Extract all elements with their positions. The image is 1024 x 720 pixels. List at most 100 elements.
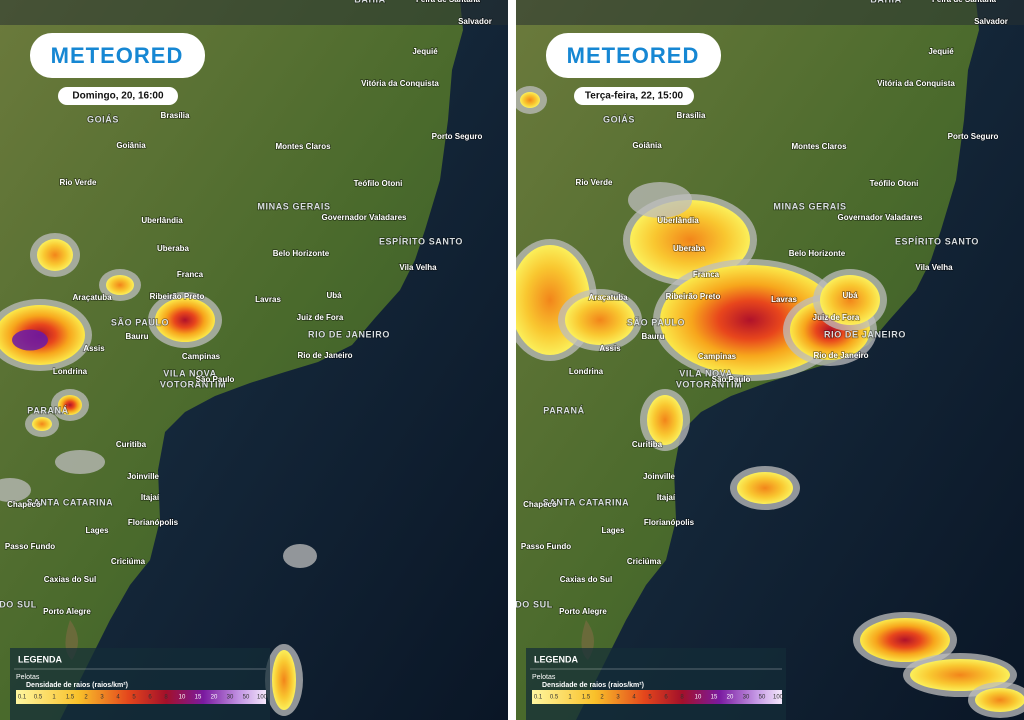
legend-scale-label: 6 — [148, 695, 152, 701]
legend-scale-label: 30 — [227, 695, 234, 701]
region-label: BAHIA — [354, 0, 386, 4]
region-label: VOTORANTIM — [160, 379, 226, 389]
date-pill — [58, 87, 178, 105]
legend-scale-label: 0.1 — [18, 695, 27, 701]
city-label: Governador Valadares — [838, 213, 923, 222]
city-label: Joinville — [127, 472, 160, 481]
legend-scale-label: 30 — [743, 695, 750, 701]
legend-scale — [16, 690, 266, 704]
legend-scale-label: 1 — [52, 695, 56, 701]
city-label: Uberlândia — [657, 216, 699, 225]
city-label: Florianópolis — [128, 518, 179, 527]
city-label: Florianópolis — [644, 518, 695, 527]
storm-cell — [737, 472, 793, 504]
city-label: Uberaba — [673, 244, 706, 253]
legend-scale-label: 5 — [648, 695, 652, 701]
logo: METEORED — [51, 43, 184, 68]
city-label: Criciúma — [627, 557, 662, 566]
region-label: SÃO PAULO — [111, 317, 169, 327]
city-label: Franca — [177, 270, 204, 279]
region-label: DO SUL — [515, 599, 553, 609]
city-label: Montes Claros — [791, 142, 847, 151]
region-label: RIO DE JANEIRO — [308, 329, 390, 339]
city-label: São Paulo — [196, 375, 235, 384]
storm-halo — [55, 450, 105, 474]
city-label: Chapecó — [523, 500, 557, 509]
legend-scale-label: 3 — [100, 695, 104, 701]
city-label: Brasília — [161, 111, 190, 120]
city-label: Jequié — [928, 47, 954, 56]
city-label: Curitiba — [632, 440, 663, 449]
storm-cell — [106, 275, 134, 295]
city-label: Bauru — [125, 332, 148, 341]
storm-cell — [32, 417, 52, 431]
legend-scale-label: 6 — [664, 695, 668, 701]
region-label: ESPÍRITO SANTO — [379, 236, 463, 246]
city-label: Passo Fundo — [5, 542, 55, 551]
date-label: Terça-feira, 22, 15:00 — [585, 91, 684, 102]
map-panel: BAHIA Feira de Santana Salvador Jequié Vitór… — [515, 0, 1024, 720]
legend-scale-label: 0.1 — [534, 695, 543, 701]
legend-scale-label: 0.5 — [34, 695, 43, 701]
legend-scale-label: 4 — [632, 695, 636, 701]
region-label: VILA NOVA — [163, 368, 216, 378]
city-label: Londrina — [53, 367, 88, 376]
region-label: RIO DE JANEIRO — [824, 329, 906, 339]
city-label: Feira de Santana — [932, 0, 997, 4]
city-label: Teófilo Otoni — [870, 179, 919, 188]
city-label: Joinville — [643, 472, 676, 481]
legend-title: LEGENDA — [18, 654, 63, 664]
city-label: Rio de Janeiro — [297, 351, 352, 360]
storm-cell — [975, 688, 1024, 712]
city-label: Itajaí — [141, 493, 160, 502]
legend-scale-label: 50 — [243, 695, 250, 701]
legend-scale-label: 4 — [116, 695, 120, 701]
storm-cell — [647, 395, 683, 445]
top-bar — [0, 0, 508, 25]
city-label: Araçatuba — [72, 293, 112, 302]
legend-scale — [532, 690, 782, 704]
city-label: Porto Seguro — [948, 132, 999, 141]
city-label: Franca — [693, 270, 720, 279]
city-label: Curitiba — [116, 440, 147, 449]
region-label: MINAS GERAIS — [773, 201, 846, 211]
map-panel: BAHIA Feira de Santana Salvador Jequié Vitór… — [0, 0, 508, 720]
region-label: BAHIA — [870, 0, 902, 4]
city-label: Ubá — [326, 291, 342, 300]
storm-cell — [520, 92, 540, 108]
city-label: Salvador — [974, 17, 1008, 26]
city-label: Londrina — [569, 367, 604, 376]
city-label: Brasília — [677, 111, 706, 120]
region-label: DO SUL — [0, 599, 37, 609]
region-label: SÃO PAULO — [627, 317, 685, 327]
city-label: Assis — [599, 344, 621, 353]
city-label: Ribeirão Preto — [150, 292, 205, 301]
legend-density: Densidade de raios (raios/km²) — [542, 682, 644, 689]
city-label: Vitória da Conquista — [361, 79, 439, 88]
city-label: Salvador — [458, 17, 492, 26]
region-label: ESPÍRITO SANTO — [895, 236, 979, 246]
storm-cell — [910, 659, 1010, 691]
city-label: Araçatuba — [588, 293, 628, 302]
city-label: Lavras — [771, 295, 797, 304]
city-label: Uberlândia — [141, 216, 183, 225]
legend-scale-label: 2 — [600, 695, 604, 701]
storm-halo — [628, 182, 692, 218]
city-label: Rio Verde — [60, 178, 97, 187]
legend-scale-label: 15 — [195, 695, 202, 701]
city-label: Porto Seguro — [432, 132, 483, 141]
storm-cell — [820, 275, 880, 325]
city-label: Caxias do Sul — [44, 575, 96, 584]
storm-halo — [283, 544, 317, 568]
city-label: Belo Horizonte — [273, 249, 330, 258]
city-label: Porto Alegre — [43, 607, 91, 616]
city-label: Vitória da Conquista — [877, 79, 955, 88]
city-label: Lages — [85, 526, 109, 535]
city-label: Assis — [83, 344, 105, 353]
legend-scale-label: 1 — [568, 695, 572, 701]
city-label: Teófilo Otoni — [354, 179, 403, 188]
legend-scale-label: 100 — [257, 695, 268, 701]
legend-scale-label: 15 — [711, 695, 718, 701]
city-label: Campinas — [698, 352, 737, 361]
